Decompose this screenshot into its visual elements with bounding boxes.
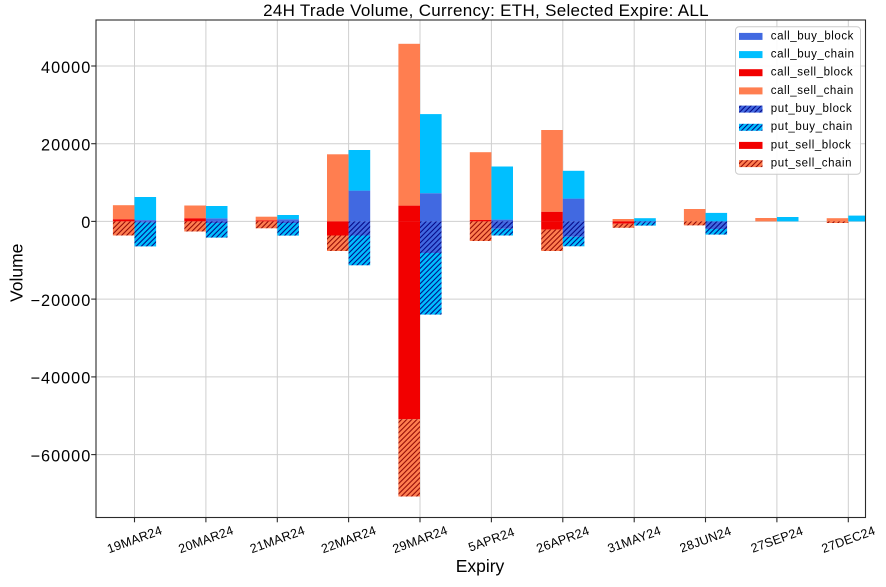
svg-text:40000: 40000 — [41, 59, 91, 77]
svg-text:call_sell_chain: call_sell_chain — [771, 85, 854, 97]
svg-text:put_buy_chain: put_buy_chain — [771, 121, 853, 133]
svg-text:0: 0 — [81, 214, 91, 232]
svg-text:call_buy_chain: call_buy_chain — [771, 49, 855, 61]
svg-text:−40000: −40000 — [31, 370, 92, 388]
svg-text:Volume: Volume — [7, 244, 27, 302]
svg-text:Expiry: Expiry — [456, 556, 505, 576]
svg-text:24H Trade Volume, Currency: ET: 24H Trade Volume, Currency: ETH, Selecte… — [263, 1, 709, 20]
svg-text:put_sell_chain: put_sell_chain — [771, 158, 852, 170]
svg-text:call_buy_block: call_buy_block — [771, 30, 854, 42]
svg-text:put_sell_block: put_sell_block — [771, 139, 852, 151]
svg-text:20000: 20000 — [41, 137, 91, 155]
svg-text:−60000: −60000 — [31, 447, 92, 465]
svg-text:call_sell_block: call_sell_block — [771, 67, 853, 79]
svg-text:−20000: −20000 — [31, 292, 92, 310]
svg-text:put_buy_block: put_buy_block — [771, 103, 852, 115]
